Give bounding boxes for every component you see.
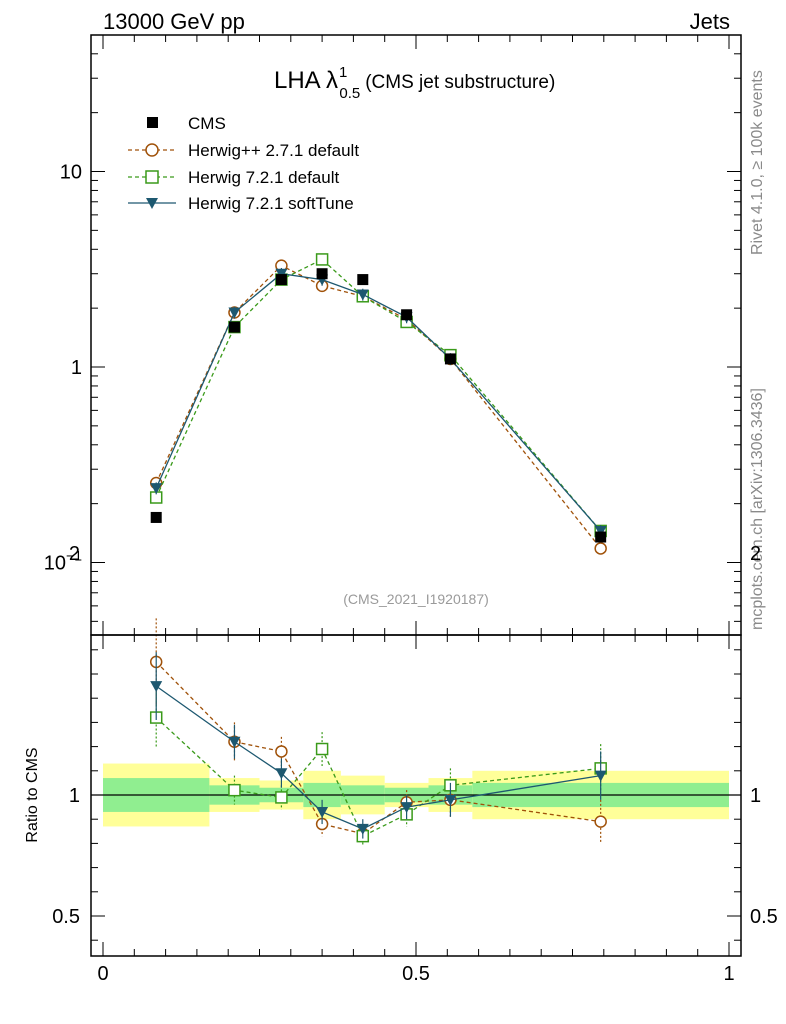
ratio-y-tick-label-left: 2 (69, 543, 80, 565)
data-point-cms (357, 274, 369, 286)
ratio-line-h721 (155, 717, 601, 838)
legend: CMS Herwig++ 2.7.1 default Herwig 7.2.1 … (128, 114, 359, 213)
ratio-point-soft (228, 736, 241, 748)
main-y-tick-label: 1 (71, 357, 82, 379)
ratio-y-tick-label-right: 2 (750, 543, 761, 565)
ratio-point-herwigpp (594, 815, 607, 828)
ratio-point-h721 (315, 742, 329, 756)
data-point-cms (444, 353, 456, 365)
ratio-y-tick-label-right: 0.5 (750, 906, 778, 928)
x-tick-label: 1 (723, 963, 734, 985)
main-y-tick-label: 10 (60, 162, 82, 184)
legend-label-h721: Herwig 7.2.1 default (188, 168, 339, 187)
main-point-soft (150, 483, 163, 495)
main-point-soft (594, 525, 607, 537)
uncertainty-bands (91, 763, 741, 827)
plot-title: LHA λ1 0.5(CMS jet substructure) (274, 64, 555, 102)
data-point-cms (316, 268, 328, 280)
data-point-cms (150, 511, 162, 523)
tick-labels: 0 0.5 1 10−1 1 10 0.5 0.5 1 1 2 2 (44, 162, 778, 986)
data-point-cms (228, 321, 240, 333)
axes-ticks (91, 35, 741, 956)
ratio-point-soft (594, 770, 607, 782)
x-tick-label: 0 (97, 963, 108, 985)
legend-label-cms: CMS (188, 114, 226, 133)
x-tick-label: 0.5 (402, 963, 430, 985)
data-point-cms (401, 309, 413, 321)
ratio-point-soft (444, 794, 457, 806)
energy-label: 13000 GeV pp (103, 9, 245, 34)
ratio-plot-frame (90, 634, 742, 957)
ratio-point-soft (275, 768, 288, 780)
series-layer (149, 253, 607, 846)
main-point-h721 (315, 253, 329, 266)
ratio-point-soft (316, 806, 329, 818)
ratio-point-herwigpp (275, 745, 288, 758)
category-label: Jets (690, 9, 730, 34)
ratio-point-h721 (228, 783, 241, 797)
main-point-soft (356, 289, 369, 301)
ratio-point-soft (150, 681, 163, 693)
legend-marker-cms (147, 117, 158, 128)
legend-label-herwigpp: Herwig++ 2.7.1 default (188, 141, 359, 160)
main-line-herwigpp (155, 264, 602, 549)
main-y-tick-label: 10−1 (44, 548, 82, 575)
main-line-h721 (155, 258, 602, 532)
data-point-cms (275, 274, 287, 286)
ratio-point-soft (356, 823, 369, 835)
analysis-id: (CMS_2021_I1920187) (343, 591, 489, 607)
ratio-point-soft (400, 802, 413, 814)
legend-marker-h721 (145, 170, 159, 184)
main-line-soft (155, 273, 602, 532)
ratio-y-tick-label-right: 1 (750, 785, 761, 807)
legend-marker-herwigpp (145, 143, 159, 157)
legend-marker-softtune (146, 198, 158, 209)
ratio-point-h721 (275, 791, 288, 804)
ratio-y-axis-label: Ratio to CMS (24, 747, 41, 842)
rivet-version-label: Rivet 4.1.0, ≥ 100k events (749, 70, 766, 255)
ratio-y-tick-label-left: 1 (69, 785, 80, 807)
data-point-cms (595, 531, 607, 543)
ratio-line-soft (155, 685, 601, 830)
main-point-soft (228, 307, 241, 319)
source-label: mcplots.cern.ch [arXiv:1306.3436] (749, 388, 766, 630)
ratio-y-tick-label-left: 0.5 (52, 906, 80, 928)
main-point-herwigpp (594, 542, 607, 555)
ratio-line-herwigpp (155, 661, 601, 835)
legend-label-softtune: Herwig 7.2.1 softTune (188, 194, 354, 213)
